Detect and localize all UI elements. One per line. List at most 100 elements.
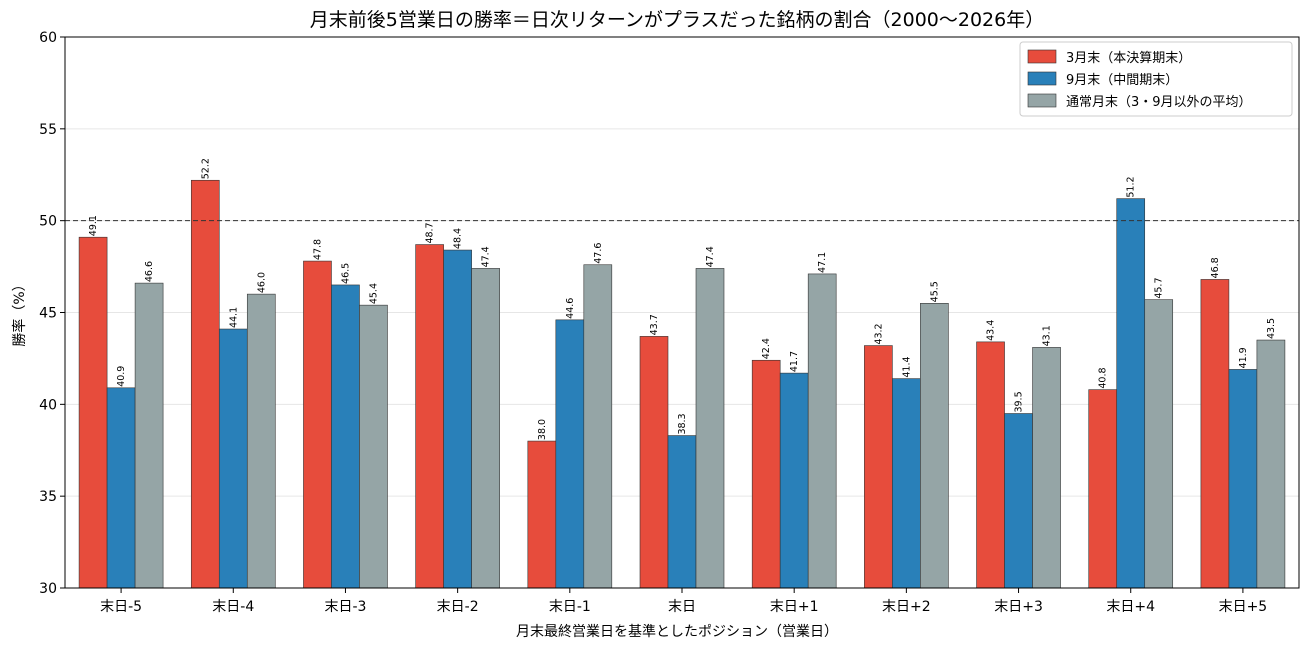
- bar-value-label: 44.6: [565, 298, 576, 319]
- bar-value-label: 43.7: [649, 314, 660, 335]
- bar: [106, 387, 136, 589]
- bar-value-label: 38.3: [677, 413, 688, 434]
- bar-value-label: 43.2: [873, 323, 884, 344]
- bar: [807, 273, 837, 589]
- bar: [246, 293, 276, 589]
- legend-label: 9月末（中間期末）: [1066, 73, 1178, 88]
- bar-value-label: 45.4: [368, 283, 379, 304]
- bar-value-label: 52.2: [200, 158, 211, 179]
- bar: [303, 260, 332, 589]
- bar-value-label: 47.4: [481, 246, 492, 267]
- bar-value-label: 43.5: [1266, 318, 1277, 339]
- bar-value-label: 45.7: [1154, 277, 1165, 298]
- y-tick-label: 35: [39, 489, 57, 505]
- bar: [555, 319, 585, 589]
- bar: [892, 378, 921, 589]
- bar-value-label: 46.6: [144, 261, 155, 282]
- x-tick-label: 末日-4: [212, 599, 254, 615]
- bar: [1256, 339, 1286, 589]
- bar: [1088, 389, 1118, 589]
- bar: [864, 345, 893, 589]
- bar: [415, 244, 444, 589]
- x-tick-label: 末日+5: [1219, 599, 1268, 615]
- bar-value-label: 48.7: [425, 222, 436, 243]
- bar: [443, 249, 472, 589]
- bar-value-label: 43.1: [1042, 325, 1053, 346]
- bar: [471, 268, 500, 589]
- bar-value-label: 41.7: [789, 351, 800, 372]
- x-axis-label: 月末最終営業日を基準としたポジション（営業日）: [516, 623, 838, 640]
- bar: [134, 282, 164, 589]
- bar: [779, 372, 809, 589]
- bar: [1032, 347, 1061, 589]
- legend-swatch: [1027, 93, 1057, 108]
- x-tick-label: 末日+3: [994, 599, 1043, 615]
- bar-value-label: 47.8: [312, 239, 323, 260]
- bar: [639, 336, 669, 589]
- bar: [1004, 413, 1033, 589]
- y-tick-label: 45: [39, 306, 57, 322]
- legend-swatch: [1027, 49, 1057, 64]
- bar: [1200, 279, 1230, 589]
- bar: [920, 303, 949, 589]
- x-tick-label: 末日-2: [437, 599, 479, 615]
- x-tick-label: 末日+4: [1106, 599, 1155, 615]
- y-tick-label: 50: [39, 214, 57, 230]
- y-axis-label: 勝率（%）: [11, 277, 28, 346]
- bar-value-label: 40.9: [116, 366, 127, 387]
- bar-value-label: 45.5: [929, 281, 940, 302]
- bar: [218, 328, 248, 589]
- bar-value-label: 47.1: [817, 252, 828, 273]
- bars-group: [78, 179, 1286, 589]
- legend-label: 3月末（本決算期末）: [1066, 51, 1191, 66]
- bar-value-label: 41.9: [1238, 347, 1249, 368]
- bar: [695, 268, 725, 589]
- data-labels-group: 49.1 52.2 47.8 48.7 38.0 43.7 42.4 43.2 43.4 40.8…: [88, 158, 1277, 440]
- x-tick-label: 末日+1: [770, 599, 819, 615]
- x-tick-label: 末日: [668, 599, 696, 615]
- bar-value-label: 38.0: [537, 419, 548, 440]
- y-axis-ticks: 30 35 40 45 50 55 60: [39, 30, 65, 597]
- bar: [583, 264, 613, 589]
- bar-value-label: 41.4: [901, 356, 912, 377]
- bar: [527, 440, 557, 589]
- y-tick-label: 30: [39, 581, 57, 597]
- bar-value-label: 49.1: [88, 215, 99, 236]
- legend-box: [1019, 41, 1293, 117]
- chart-title: 月末前後5営業日の勝率＝日次リターンがプラスだった銘柄の割合（2000〜2026…: [310, 9, 1044, 31]
- bar-value-label: 51.2: [1126, 176, 1137, 197]
- x-tick-label: 末日-5: [100, 599, 142, 615]
- x-axis-ticks: 末日-5 末日-4 末日-3 末日-2 末日-1 末日 末日+1 末日+2 末日+3 末日+4 末日…: [100, 588, 1267, 615]
- bar-value-label: 44.1: [228, 307, 239, 328]
- bar-value-label: 43.4: [986, 320, 997, 341]
- x-tick-label: 末日+2: [882, 599, 931, 615]
- bar-value-label: 40.8: [1098, 367, 1109, 388]
- bar-value-label: 48.4: [453, 228, 464, 249]
- bar-value-label: 42.4: [761, 338, 772, 359]
- bar-value-label: 46.8: [1210, 257, 1221, 278]
- x-tick-label: 末日-1: [549, 599, 591, 615]
- bar: [751, 359, 781, 589]
- legend-label: 通常月末（3・9月以外の平均）: [1066, 95, 1252, 110]
- legend-swatch: [1027, 71, 1057, 86]
- bar: [667, 435, 697, 589]
- y-tick-label: 40: [39, 397, 57, 413]
- bar-value-label: 47.4: [705, 246, 716, 267]
- bar: [359, 304, 388, 589]
- bar: [331, 284, 360, 589]
- bar-value-label: 47.6: [593, 243, 604, 264]
- bar: [1144, 299, 1174, 589]
- bar-value-label: 39.5: [1014, 391, 1025, 412]
- y-tick-label: 60: [39, 30, 57, 46]
- bar: [78, 236, 108, 589]
- bar-value-label: 46.0: [256, 272, 267, 293]
- legend: 3月末（本決算期末） 9月末（中間期末） 通常月末（3・9月以外の平均）: [1019, 41, 1293, 117]
- bar: [1228, 369, 1258, 589]
- y-tick-label: 55: [39, 122, 57, 138]
- x-tick-label: 末日-3: [324, 599, 366, 615]
- bar-value-label: 46.5: [340, 263, 351, 284]
- bar: [976, 341, 1005, 589]
- bar: [1116, 198, 1146, 589]
- bar: [190, 179, 220, 589]
